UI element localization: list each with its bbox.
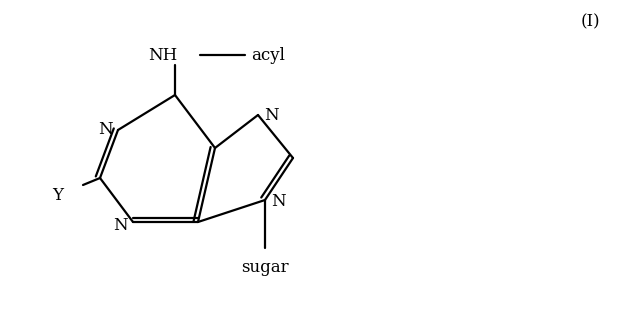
Text: N: N: [112, 217, 127, 233]
Text: N: N: [98, 121, 112, 139]
Text: sugar: sugar: [241, 260, 289, 276]
Text: N: N: [271, 193, 286, 211]
Text: NH: NH: [148, 46, 177, 64]
Text: Y: Y: [53, 187, 64, 203]
Text: (I): (I): [580, 13, 600, 31]
Text: N: N: [264, 106, 278, 124]
Text: acyl: acyl: [251, 46, 285, 64]
